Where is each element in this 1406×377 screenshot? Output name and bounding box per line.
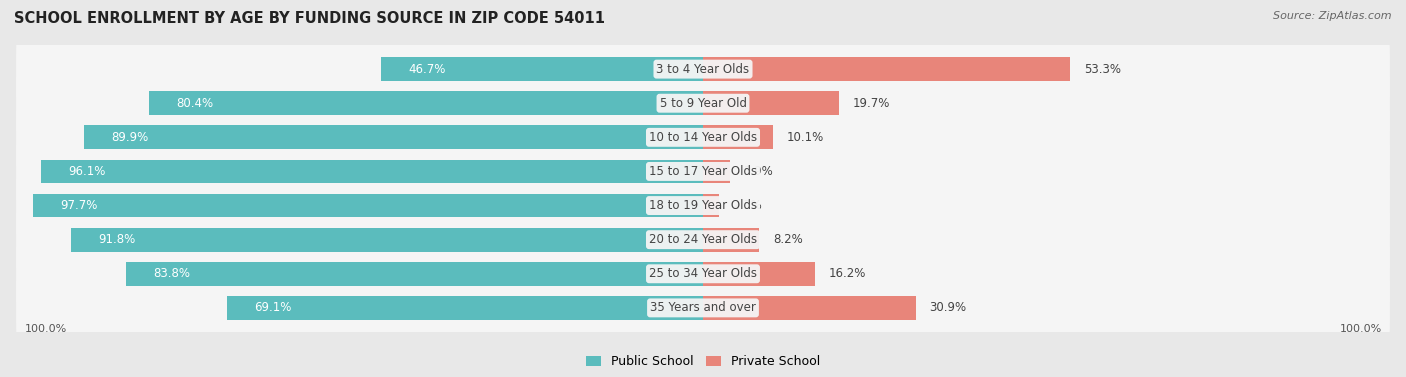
Text: 91.8%: 91.8% (98, 233, 135, 246)
Text: 5 to 9 Year Old: 5 to 9 Year Old (659, 97, 747, 110)
FancyBboxPatch shape (15, 185, 1391, 294)
Bar (703, 228, 759, 251)
Text: 69.1%: 69.1% (254, 301, 292, 314)
Text: 3 to 4 Year Olds: 3 to 4 Year Olds (657, 63, 749, 76)
Text: 19.7%: 19.7% (852, 97, 890, 110)
Text: 16.2%: 16.2% (828, 267, 866, 280)
Bar (41, 159, 703, 183)
Text: 35 Years and over: 35 Years and over (650, 301, 756, 314)
Text: 10 to 14 Year Olds: 10 to 14 Year Olds (650, 131, 756, 144)
Text: 30.9%: 30.9% (929, 301, 967, 314)
Text: 10.1%: 10.1% (786, 131, 824, 144)
Text: 20 to 24 Year Olds: 20 to 24 Year Olds (650, 233, 756, 246)
FancyBboxPatch shape (15, 151, 1391, 260)
Text: 80.4%: 80.4% (177, 97, 214, 110)
FancyBboxPatch shape (15, 83, 1391, 192)
FancyBboxPatch shape (15, 254, 1391, 362)
Text: 8.2%: 8.2% (773, 233, 803, 246)
Bar (703, 194, 718, 218)
Text: 25 to 34 Year Olds: 25 to 34 Year Olds (650, 267, 756, 280)
Bar (703, 91, 839, 115)
Text: 89.9%: 89.9% (111, 131, 149, 144)
Text: 83.8%: 83.8% (153, 267, 190, 280)
FancyBboxPatch shape (15, 49, 1391, 158)
Bar (32, 194, 703, 218)
Text: 3.9%: 3.9% (744, 165, 773, 178)
Bar (703, 126, 772, 149)
Text: 2.3%: 2.3% (733, 199, 762, 212)
Bar (83, 126, 703, 149)
Text: 96.1%: 96.1% (69, 165, 105, 178)
FancyBboxPatch shape (15, 15, 1391, 123)
Text: Source: ZipAtlas.com: Source: ZipAtlas.com (1274, 11, 1392, 21)
Bar (125, 262, 703, 286)
Bar (70, 228, 703, 251)
Text: 46.7%: 46.7% (409, 63, 446, 76)
Bar (703, 57, 1070, 81)
Text: 15 to 17 Year Olds: 15 to 17 Year Olds (650, 165, 756, 178)
Text: 100.0%: 100.0% (1340, 324, 1382, 334)
Text: 18 to 19 Year Olds: 18 to 19 Year Olds (650, 199, 756, 212)
Bar (703, 262, 814, 286)
FancyBboxPatch shape (15, 219, 1391, 328)
Text: 53.3%: 53.3% (1084, 63, 1121, 76)
Text: 100.0%: 100.0% (24, 324, 66, 334)
Text: SCHOOL ENROLLMENT BY AGE BY FUNDING SOURCE IN ZIP CODE 54011: SCHOOL ENROLLMENT BY AGE BY FUNDING SOUR… (14, 11, 605, 26)
Legend: Public School, Private School: Public School, Private School (586, 356, 820, 368)
Bar (703, 159, 730, 183)
FancyBboxPatch shape (15, 117, 1391, 226)
Bar (226, 296, 703, 320)
Bar (381, 57, 703, 81)
Text: 97.7%: 97.7% (60, 199, 97, 212)
Bar (149, 91, 703, 115)
Bar (703, 296, 915, 320)
